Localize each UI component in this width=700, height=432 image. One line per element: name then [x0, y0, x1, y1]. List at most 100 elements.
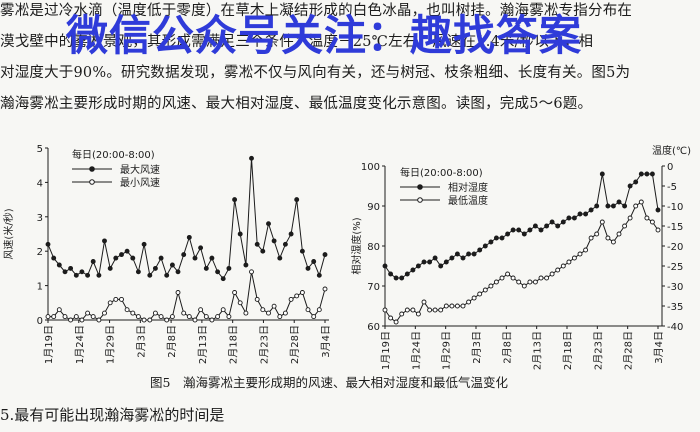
data-point [532, 223, 538, 229]
data-point [209, 317, 215, 323]
y2-tick-label: -35 [667, 302, 683, 313]
data-point [644, 215, 650, 221]
data-point [322, 286, 328, 292]
data-point [516, 227, 522, 233]
data-point [588, 207, 594, 213]
data-point [62, 269, 68, 275]
paragraph-line-2: 漠戈壁中的雾凇景观，其形成需满足三个条件：温度－25℃左右，风速在1.4米/秒以… [0, 34, 594, 50]
data-point [493, 279, 499, 285]
data-point [119, 296, 124, 302]
data-point [627, 183, 633, 189]
data-point [488, 239, 494, 245]
x-tick-label: 1月19日 [380, 331, 392, 370]
data-point [460, 303, 466, 309]
data-point [443, 259, 449, 265]
data-point [85, 272, 91, 278]
y-tick-label: 0 [37, 316, 43, 327]
data-point [288, 296, 294, 302]
x-tick-label: 2月3日 [135, 325, 147, 358]
data-point [243, 310, 249, 316]
data-point [181, 252, 187, 258]
legend-label: 最低温度 [448, 194, 488, 207]
data-point [410, 307, 416, 313]
data-point [527, 279, 533, 285]
data-point [158, 314, 164, 320]
data-point [633, 203, 639, 209]
y2-tick-label: -5 [667, 182, 677, 193]
data-point [538, 275, 544, 281]
data-point [549, 271, 555, 277]
data-point [460, 255, 466, 261]
humidity-temperature-chart: 60 70 80 90 100 -40 -35 -30 -25 -20 -15 -10 -5 0 温度(℃)… [350, 144, 691, 370]
data-point [427, 259, 433, 265]
data-point [164, 317, 170, 323]
data-point [102, 238, 107, 244]
data-point [599, 171, 605, 177]
data-point [510, 275, 516, 281]
data-point [102, 310, 107, 316]
x-tick-label: 2月8日 [166, 325, 178, 358]
data-point [51, 314, 57, 320]
data-point [107, 265, 113, 271]
y2-tick-label: 0 [667, 162, 673, 173]
y-tick-label: 2 [37, 247, 43, 258]
data-point [282, 241, 288, 247]
data-point [203, 314, 209, 320]
data-point [438, 307, 444, 313]
data-point [152, 310, 158, 316]
data-point [566, 259, 572, 265]
data-point [404, 307, 410, 313]
data-point [152, 265, 158, 271]
data-point [622, 223, 628, 229]
data-point [124, 307, 130, 313]
data-point [169, 314, 175, 320]
x-tick-label: 1月24日 [74, 325, 86, 364]
data-point [316, 272, 322, 278]
data-point [388, 315, 394, 321]
data-point [449, 303, 455, 309]
x-tick-label: 1月29日 [441, 331, 453, 370]
data-point [638, 199, 644, 205]
data-point [404, 271, 410, 277]
data-point [555, 267, 561, 273]
data-point [399, 275, 405, 281]
data-point [432, 255, 438, 261]
x-tick-label: 2月18日 [228, 325, 240, 364]
data-point [56, 262, 62, 268]
legend-marker [89, 179, 95, 185]
data-point [638, 171, 644, 177]
x-tick-label: 2月8日 [501, 331, 513, 364]
legend-marker [417, 184, 423, 190]
y2-tick-label: -10 [667, 202, 683, 213]
data-point [599, 219, 605, 225]
data-point [277, 314, 283, 320]
data-point [294, 197, 300, 203]
data-point [393, 275, 399, 281]
data-point [135, 314, 141, 320]
data-point [90, 314, 96, 320]
data-point [516, 279, 522, 285]
data-point [232, 197, 238, 203]
data-point [532, 279, 538, 285]
x-tick-label: 2月13日 [197, 325, 209, 364]
data-point [388, 271, 394, 277]
data-point [51, 255, 57, 261]
data-point [175, 269, 181, 275]
data-point [90, 259, 96, 264]
data-point [237, 231, 243, 237]
data-point [443, 303, 449, 309]
data-point [62, 314, 68, 320]
data-point [271, 303, 277, 309]
data-point [79, 269, 85, 275]
data-point [294, 293, 300, 299]
legend-marker [89, 166, 95, 172]
data-point [521, 231, 527, 237]
data-point [432, 307, 438, 313]
data-point [249, 269, 254, 275]
y2-tick-label: -30 [667, 282, 683, 293]
data-point [555, 223, 561, 229]
data-point [421, 259, 427, 265]
data-point [45, 314, 51, 320]
data-point [254, 296, 260, 302]
data-point [147, 317, 153, 323]
